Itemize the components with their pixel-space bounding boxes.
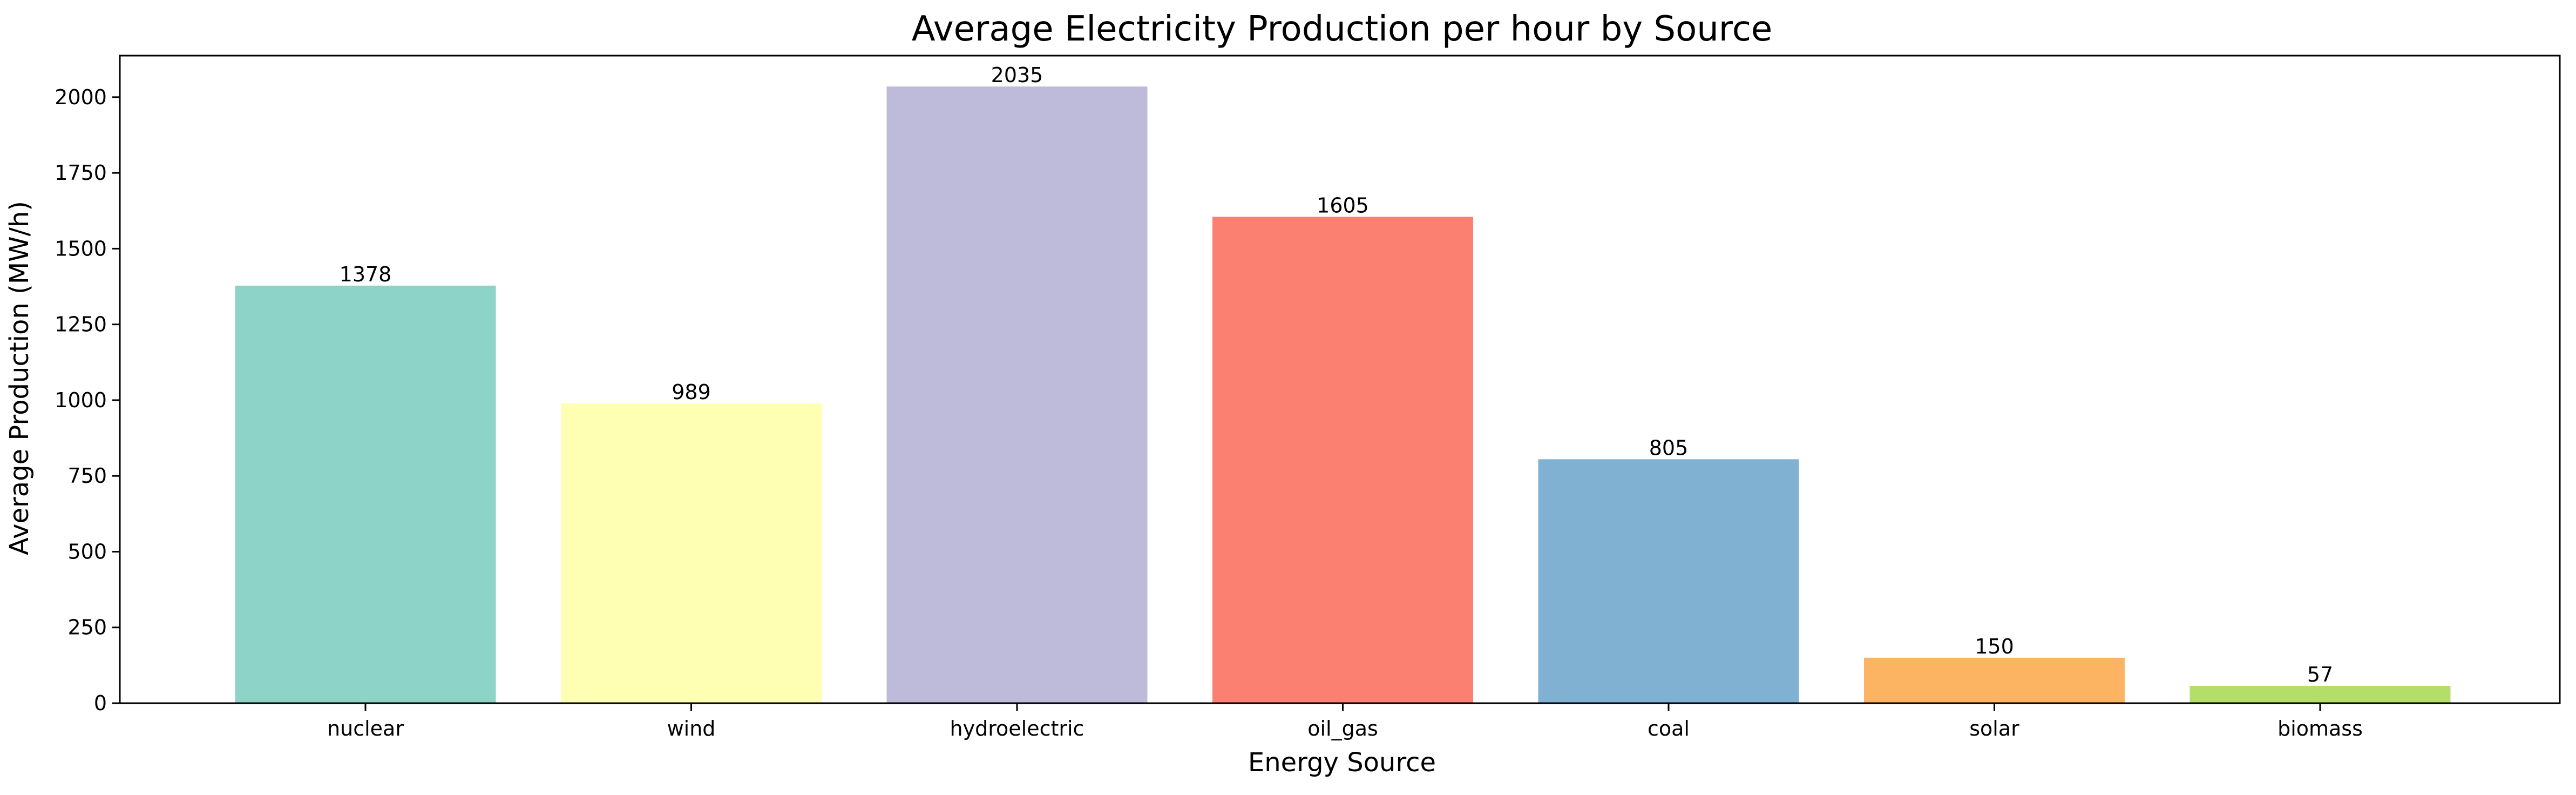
bar-value-label: 150 bbox=[1975, 635, 2014, 658]
y-tick-label: 1750 bbox=[55, 161, 107, 185]
bar-coal bbox=[1538, 459, 1799, 703]
chart-title: Average Electricity Production per hour … bbox=[912, 9, 1773, 49]
plot-frame bbox=[119, 55, 2561, 704]
bar-solar bbox=[1864, 657, 2125, 703]
x-tick-label: coal bbox=[1648, 717, 1690, 740]
y-axis-label: Average Production (MW/h) bbox=[4, 201, 35, 555]
bar-value-label: 989 bbox=[672, 380, 711, 404]
y-tick-label: 250 bbox=[67, 616, 107, 639]
plot-area: 1378 nuclear 989 wind 2035 hydroelectric 1605 o… bbox=[55, 55, 2561, 740]
y-tick-label: 500 bbox=[67, 540, 107, 563]
bar-oil_gas bbox=[1212, 217, 1473, 703]
x-tick-label: nuclear bbox=[327, 717, 404, 740]
y-tick-label: 2000 bbox=[55, 85, 107, 109]
bar-value-label: 805 bbox=[1649, 436, 1689, 460]
y-tick-label: 1500 bbox=[55, 237, 107, 260]
bar-hydroelectric bbox=[886, 86, 1148, 704]
x-tick-label: hydroelectric bbox=[950, 717, 1084, 740]
y-tick-label: 1000 bbox=[55, 388, 107, 412]
bar-value-label: 1605 bbox=[1317, 193, 1369, 217]
x-axis-label: Energy Source bbox=[1248, 747, 1436, 778]
bar-nuclear bbox=[235, 285, 496, 703]
bar-value-label: 1378 bbox=[340, 262, 392, 286]
bar-biomass bbox=[2189, 686, 2451, 703]
x-tick-label: solar bbox=[1969, 717, 2019, 740]
x-tick-label: oil_gas bbox=[1307, 717, 1378, 740]
y-tick-label: 0 bbox=[94, 691, 107, 715]
bar-wind bbox=[561, 403, 822, 703]
x-tick-label: biomass bbox=[2277, 717, 2363, 740]
bar-value-label: 2035 bbox=[991, 63, 1043, 87]
x-tick-label: wind bbox=[667, 717, 716, 740]
bar-value-label: 57 bbox=[2307, 663, 2333, 686]
y-tick-label: 1250 bbox=[55, 313, 107, 336]
y-tick-label: 750 bbox=[67, 464, 107, 488]
